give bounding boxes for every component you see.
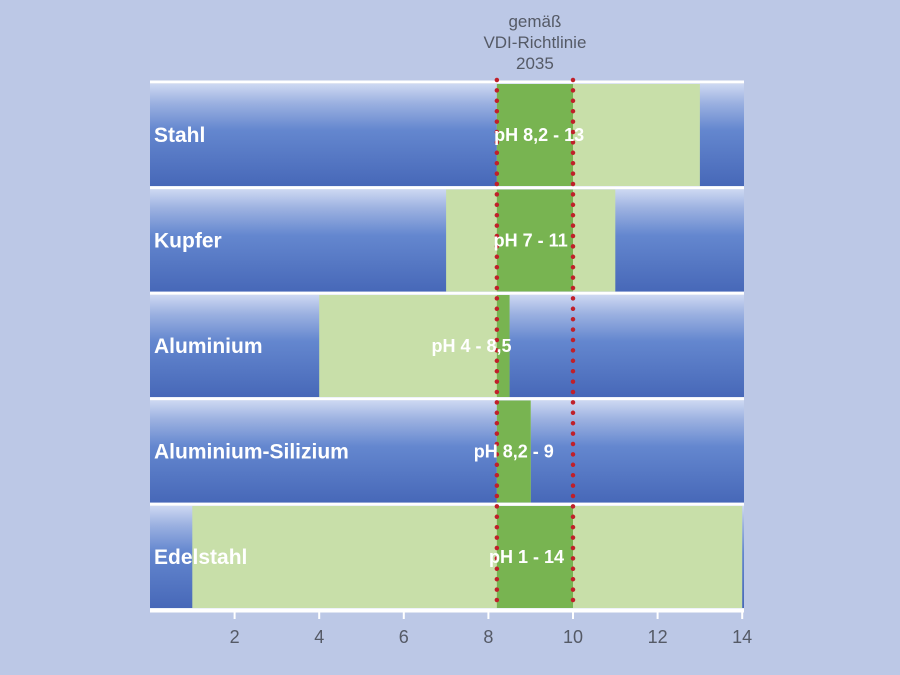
reference-annotation-line: 2035 — [516, 54, 554, 73]
range-overlap-bar — [496, 400, 531, 503]
range-label: pH 7 - 11 — [494, 231, 568, 251]
row-edelstahl — [150, 506, 744, 612]
x-tick-label: 12 — [648, 627, 668, 647]
row-aluminium-silizium — [150, 400, 744, 506]
labels-layer: Stahl pH 8,2 - 13 Kupfer pH 7 - 11 Aluminium… — [154, 124, 584, 569]
row-label-aluminium: Aluminium — [154, 335, 263, 358]
row-label-stahl: Stahl — [154, 124, 205, 147]
row-stahl — [150, 84, 744, 190]
rows-layer — [150, 80, 744, 612]
x-tick-label: 14 — [732, 627, 752, 647]
reference-annotation: gemäß VDI-Richtlinie 2035 — [483, 12, 586, 73]
range-bar — [192, 506, 743, 608]
row-label-kupfer: Kupfer — [154, 230, 222, 253]
range-overlap-bar — [496, 506, 573, 608]
row-aluminium — [150, 295, 744, 401]
row-label-edelstahl: Edelstahl — [154, 546, 247, 569]
range-label: pH 8,2 - 9 — [474, 442, 554, 462]
x-axis: 2 4 6 8 10 12 14 — [150, 609, 752, 647]
x-tick-label: 4 — [314, 627, 324, 647]
x-tick-label: 10 — [563, 627, 583, 647]
range-label: pH 8,2 - 13 — [494, 125, 584, 145]
range-bar — [319, 295, 510, 397]
x-tick-label: 2 — [230, 627, 240, 647]
x-tick-label: 8 — [483, 627, 493, 647]
reference-annotation-line: gemäß — [508, 12, 561, 31]
range-label: pH 4 - 8,5 — [431, 336, 511, 356]
row-kupfer — [150, 189, 744, 295]
range-overlap-bar — [496, 189, 573, 292]
range-overlap-bar — [496, 295, 510, 397]
row-bar-bg — [150, 400, 744, 503]
range-overlap-bar — [496, 84, 573, 186]
reference-annotation-line: VDI-Richtlinie — [483, 33, 586, 52]
range-label: pH 1 - 14 — [489, 547, 564, 567]
x-tick-label: 6 — [399, 627, 409, 647]
row-label-aluminium-silizium: Aluminium-Silizium — [154, 441, 349, 464]
